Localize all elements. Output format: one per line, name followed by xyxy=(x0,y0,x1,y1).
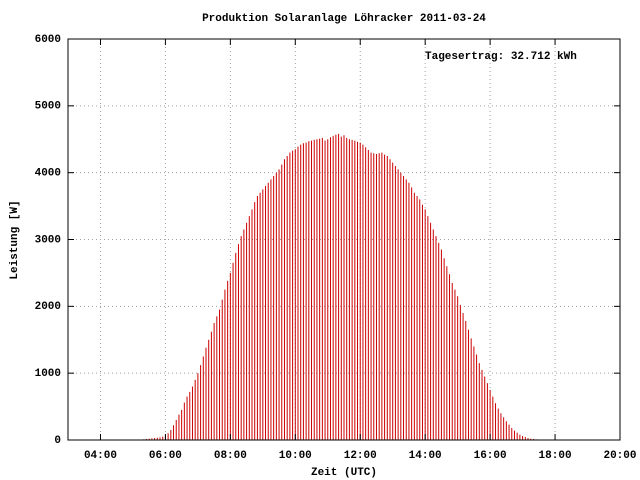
y-tick-label: 0 xyxy=(54,435,61,447)
x-tick-label: 14:00 xyxy=(409,450,442,462)
y-tick-label: 3000 xyxy=(35,234,61,246)
x-tick-label: 16:00 xyxy=(474,450,507,462)
y-tick-label: 5000 xyxy=(35,101,61,113)
x-tick-label: 04:00 xyxy=(84,450,117,462)
x-tick-label: 08:00 xyxy=(214,450,247,462)
x-tick-label: 20:00 xyxy=(603,450,636,462)
annotation: Tagesertrag: 32.712 kWh xyxy=(425,51,577,63)
chart-title: Produktion Solaranlage Löhracker 2011-03… xyxy=(202,13,486,25)
x-tick-label: 06:00 xyxy=(149,450,182,462)
x-tick-label: 10:00 xyxy=(279,450,312,462)
y-tick-label: 2000 xyxy=(35,301,61,313)
x-axis-label: Zeit (UTC) xyxy=(311,467,377,479)
plot-area xyxy=(68,39,620,440)
y-axis-label: Leistung [W] xyxy=(9,200,21,279)
y-tick-label: 1000 xyxy=(35,368,61,380)
y-tick-label: 4000 xyxy=(35,168,61,180)
x-tick-label: 18:00 xyxy=(539,450,572,462)
y-tick-label: 6000 xyxy=(35,34,61,46)
x-tick-label: 12:00 xyxy=(344,450,377,462)
